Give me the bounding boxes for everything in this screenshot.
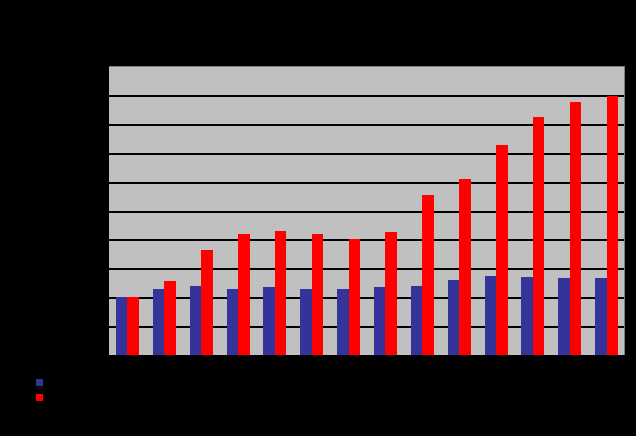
legend-item: Series 2 [36, 390, 91, 405]
gridline [109, 268, 624, 270]
x-tick-label: 14 [600, 360, 613, 372]
bar-series-1 [484, 275, 496, 355]
bar-series-1 [373, 287, 386, 355]
bar-series-2 [311, 233, 324, 355]
bar-series-1 [595, 278, 607, 355]
gridline [109, 182, 624, 184]
bar-series-1 [152, 288, 165, 355]
x-tick-label: 4 [235, 360, 242, 372]
x-tick-label: 3 [198, 360, 205, 372]
gridline [109, 326, 624, 328]
gridline [109, 95, 624, 97]
x-tick-label: 9 [419, 360, 426, 372]
bar-series-2 [422, 194, 434, 355]
bar-series-2 [496, 145, 508, 355]
bar-series-2 [274, 230, 287, 355]
bar-series-2 [569, 102, 582, 355]
x-tick-label: 1 [124, 360, 131, 372]
legend-swatch-icon [36, 394, 43, 401]
bar-series-2 [127, 297, 139, 355]
x-tick-label: 6 [308, 360, 315, 372]
bar-series-2 [459, 178, 471, 355]
bar-series-2 [606, 96, 619, 355]
bar-series-1 [558, 278, 570, 355]
x-tick-label: 11 [490, 360, 502, 372]
legend: Series 1 Series 2 [36, 375, 91, 405]
bar-series-1 [447, 279, 460, 355]
plot-area [109, 66, 625, 355]
legend-label: Series 1 [51, 376, 92, 389]
bar-series-2 [348, 239, 361, 355]
x-tick-label: 5 [271, 360, 278, 372]
gridline [109, 153, 624, 155]
bar-series-1 [300, 288, 312, 355]
bar-series-1 [410, 285, 423, 355]
bar-series-1 [337, 288, 349, 355]
x-tick-label: 13 [563, 360, 576, 372]
x-tick-label: 2 [161, 360, 168, 372]
gridline [109, 297, 624, 299]
bar-series-2 [385, 232, 397, 355]
x-tick-label: 12 [526, 360, 540, 372]
gridline [109, 239, 624, 241]
gridline [109, 211, 624, 213]
legend-swatch-icon [36, 379, 43, 386]
bar-series-1 [115, 297, 128, 355]
bar-series-2 [238, 233, 250, 355]
legend-label: Series 2 [51, 391, 92, 404]
bar-series-1 [189, 285, 202, 355]
bar-series-1 [226, 288, 238, 355]
x-tick-label: 7 [345, 360, 352, 372]
legend-item: Series 1 [36, 375, 91, 390]
bar-series-1 [521, 276, 533, 355]
x-tick-label: 10 [453, 360, 466, 372]
x-tick-label: 8 [382, 360, 389, 372]
bar-series-2 [532, 116, 545, 355]
bar-series-1 [263, 287, 275, 355]
gridline [109, 124, 624, 126]
bar-series-2 [201, 249, 213, 355]
bar-series-2 [164, 281, 176, 355]
